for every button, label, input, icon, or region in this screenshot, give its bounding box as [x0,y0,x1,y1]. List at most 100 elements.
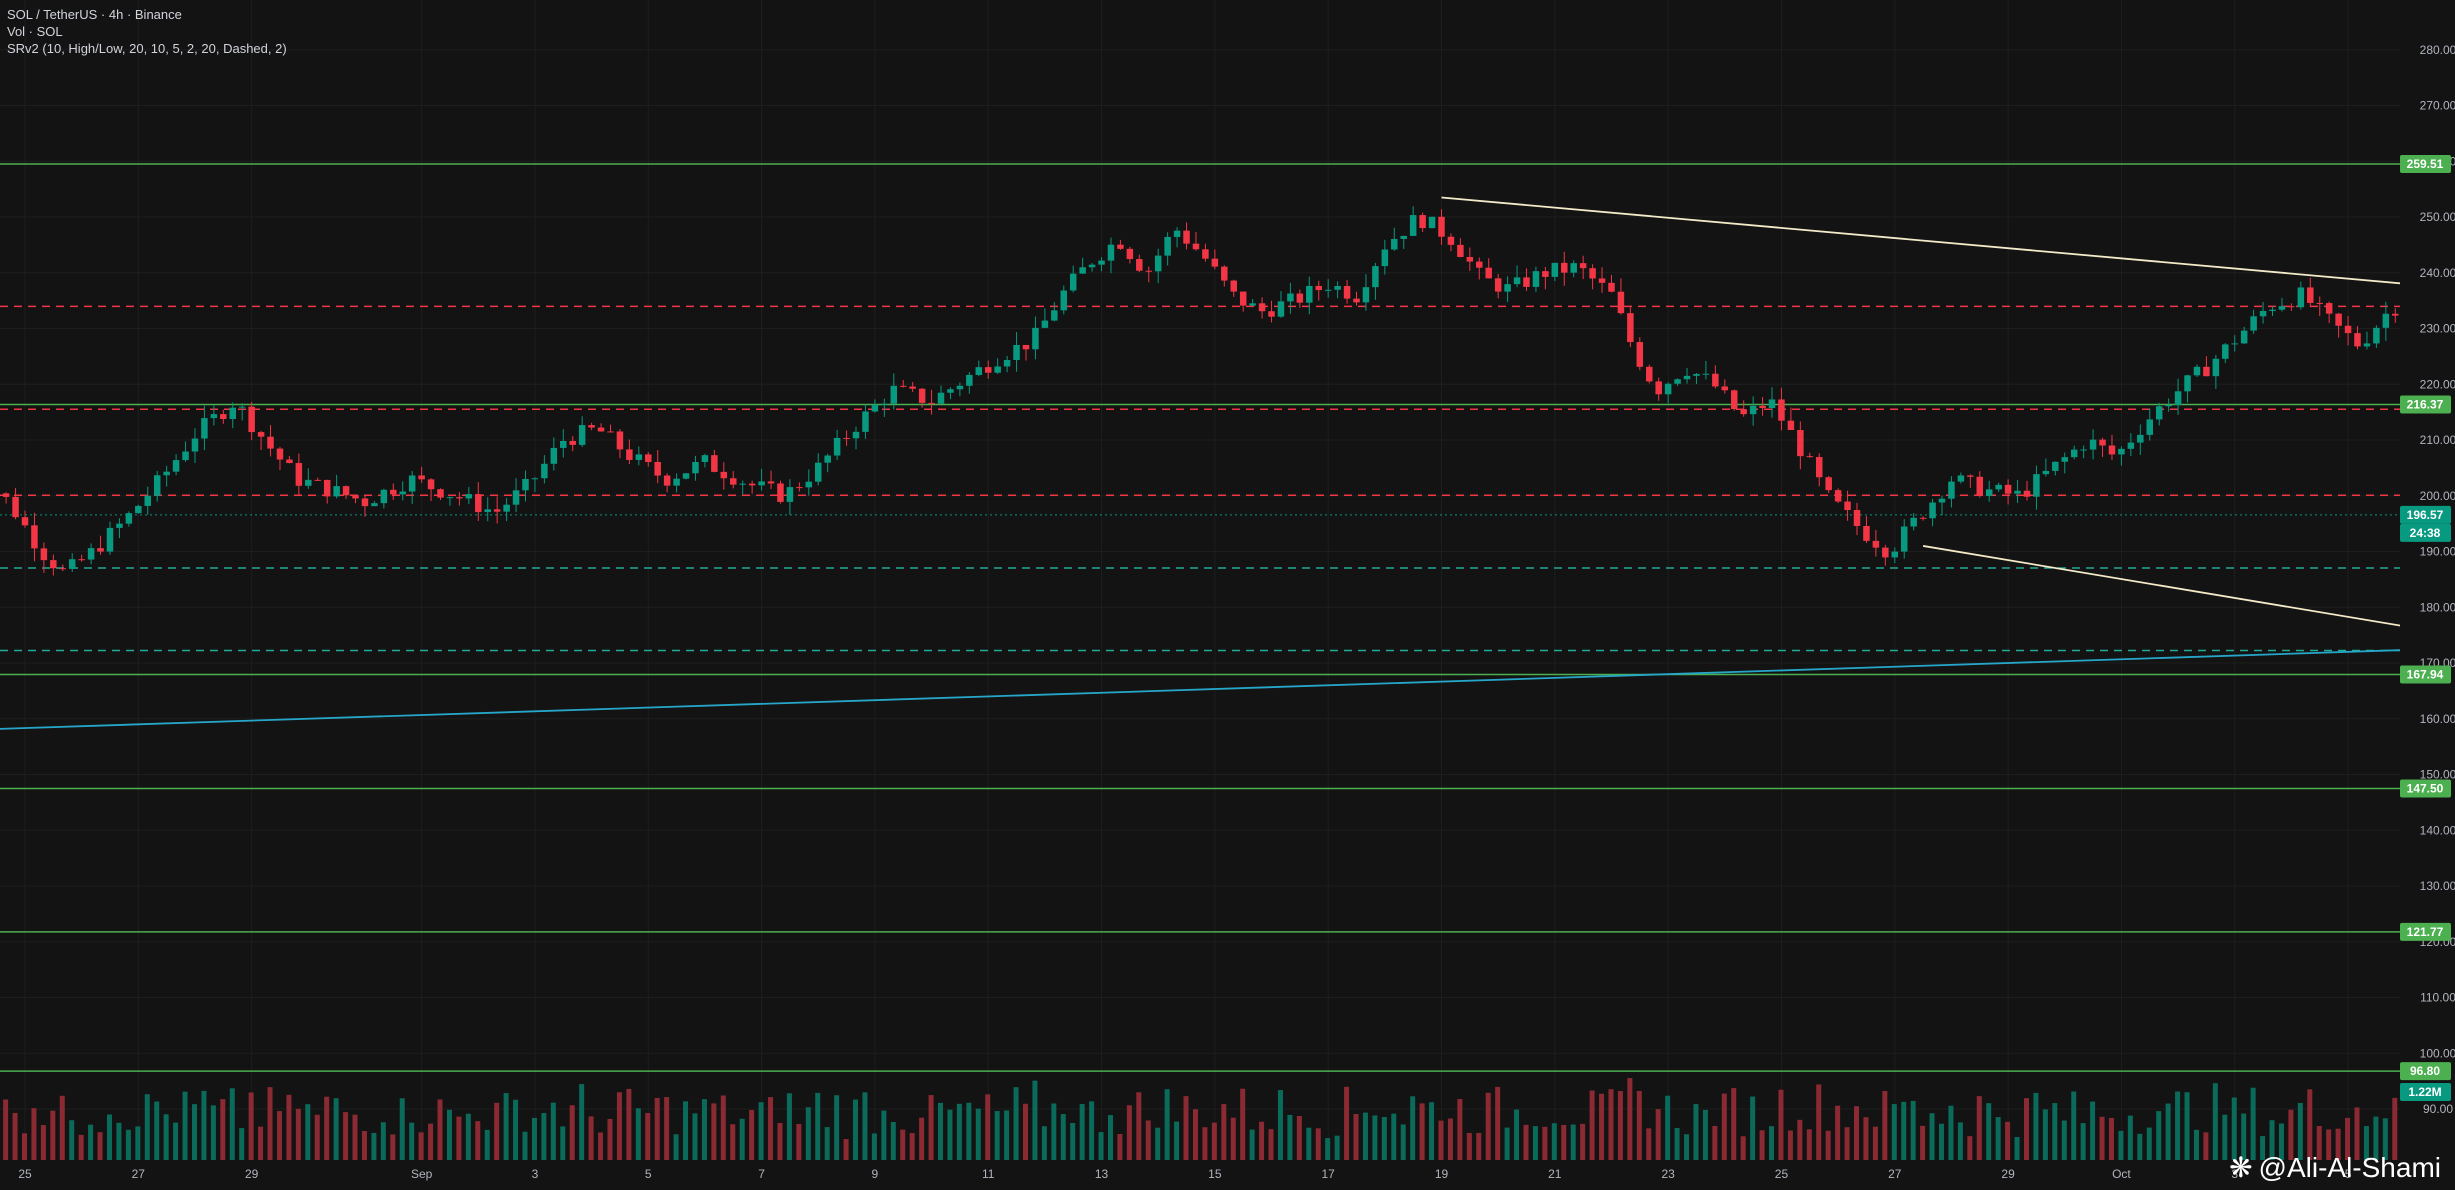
candle-body [1740,409,1747,415]
volume-bar [1712,1125,1718,1160]
candle-body [2354,333,2361,347]
volume-bar [1580,1123,1586,1160]
symbol-line: SOL / TetherUS · 4h · Binance [7,7,182,22]
volume-bar [1362,1112,1368,1160]
candle-body [1872,540,1880,548]
candle-body [512,490,520,505]
volume-bar [267,1087,273,1160]
volume-bar [286,1094,292,1160]
candle-body [153,475,161,496]
volume-bar [314,1114,320,1160]
volume-bar [343,1112,349,1160]
volume-bar [210,1105,216,1160]
candle-body [711,455,718,472]
volume-bar [1495,1086,1501,1160]
candle-body [1409,215,1417,236]
volume-bar [1070,1122,1076,1160]
candle-body [2033,474,2040,497]
candle-body [68,559,76,569]
candle-body [522,478,529,491]
volume-bar [446,1109,452,1160]
time-tick-label: 27 [1888,1167,1902,1181]
candle-body [78,559,85,561]
candle-body [40,548,48,561]
candle-body [2231,343,2238,345]
volume-bar [2297,1102,2303,1160]
volume-bar [2250,1087,2256,1160]
volume-bar [2345,1117,2351,1160]
volume-bar [938,1102,944,1160]
chart-legend: SOL / TetherUS · 4h · Binance Vol · SOL … [7,6,287,57]
volume-bar [428,1123,434,1160]
candle-body [408,475,416,492]
volume-bar [956,1103,962,1160]
volume-bar [2033,1092,2039,1160]
volume-value-tag: 1.22M [2408,1085,2441,1099]
candle-body [862,411,869,432]
volume-bar [2137,1133,2143,1160]
volume-bar [730,1124,736,1160]
candle-body [1834,490,1842,502]
candle-body [1542,271,1549,277]
volume-bar [1561,1124,1567,1160]
level-price-tag: 167.94 [2407,667,2444,681]
candle-body [2,493,10,497]
candle-body [1003,360,1011,367]
candle-body [1211,258,1219,267]
candle-body [135,505,142,514]
candle-body [1759,405,1766,409]
candle-body [2392,313,2399,316]
volume-bar [2052,1103,2058,1160]
price-tick-label: 210.00 [2420,433,2455,447]
volume-bar [1447,1118,1453,1160]
candle-body [767,481,775,484]
volume-bar [1192,1109,1198,1160]
candle-body [503,504,510,512]
candle-body [616,431,624,450]
candle-body [626,449,633,460]
horizontal-levels [0,163,2400,1072]
candle-body [1513,277,1521,285]
candle-body [1268,311,1275,317]
price-tick-label: 110.00 [2420,991,2455,1005]
volume-bar [1353,1114,1359,1160]
trend-line-upper [1441,196,2455,290]
volume-bar [191,1104,197,1160]
volume-bar [635,1108,641,1160]
candle-body [635,454,643,460]
candle-body [1117,244,1124,249]
candle-body [1022,344,1030,350]
volume-bar [116,1122,122,1160]
candle-body [333,486,340,497]
volume-bar [1126,1105,1132,1160]
volume-bar [2222,1114,2228,1160]
volume-bar [683,1101,689,1160]
volume-bar [843,1139,849,1160]
volume-bar [1844,1127,1850,1160]
candle-countdown-tag: 24:38 [2410,526,2441,540]
volume-bar [1797,1119,1803,1160]
candle-body [1532,271,1540,287]
volume-bar [2146,1127,2152,1160]
time-tick-label: 15 [1208,1167,1222,1181]
volume-bar [182,1091,188,1160]
candle-body [1561,262,1568,273]
candle-body [569,440,576,445]
candle-body [1353,298,1360,303]
candle-body [2080,449,2087,451]
candle-body [87,548,95,560]
candle-body [1306,285,1313,303]
volume-bar [125,1129,131,1160]
candle-body [2344,325,2352,334]
volume-bar [1296,1115,1302,1160]
volume-bar [1315,1128,1321,1160]
volume-bar [1702,1109,1708,1160]
candle-body [97,548,104,552]
volume-bar [1655,1109,1661,1160]
volume-bar [1457,1099,1463,1160]
indicator-line: SRv2 (10, High/Low, 20, 10, 5, 2, 20, Da… [7,41,287,56]
candle-body [1126,248,1134,260]
candle-body [1362,287,1370,303]
candle-body [2278,306,2286,310]
